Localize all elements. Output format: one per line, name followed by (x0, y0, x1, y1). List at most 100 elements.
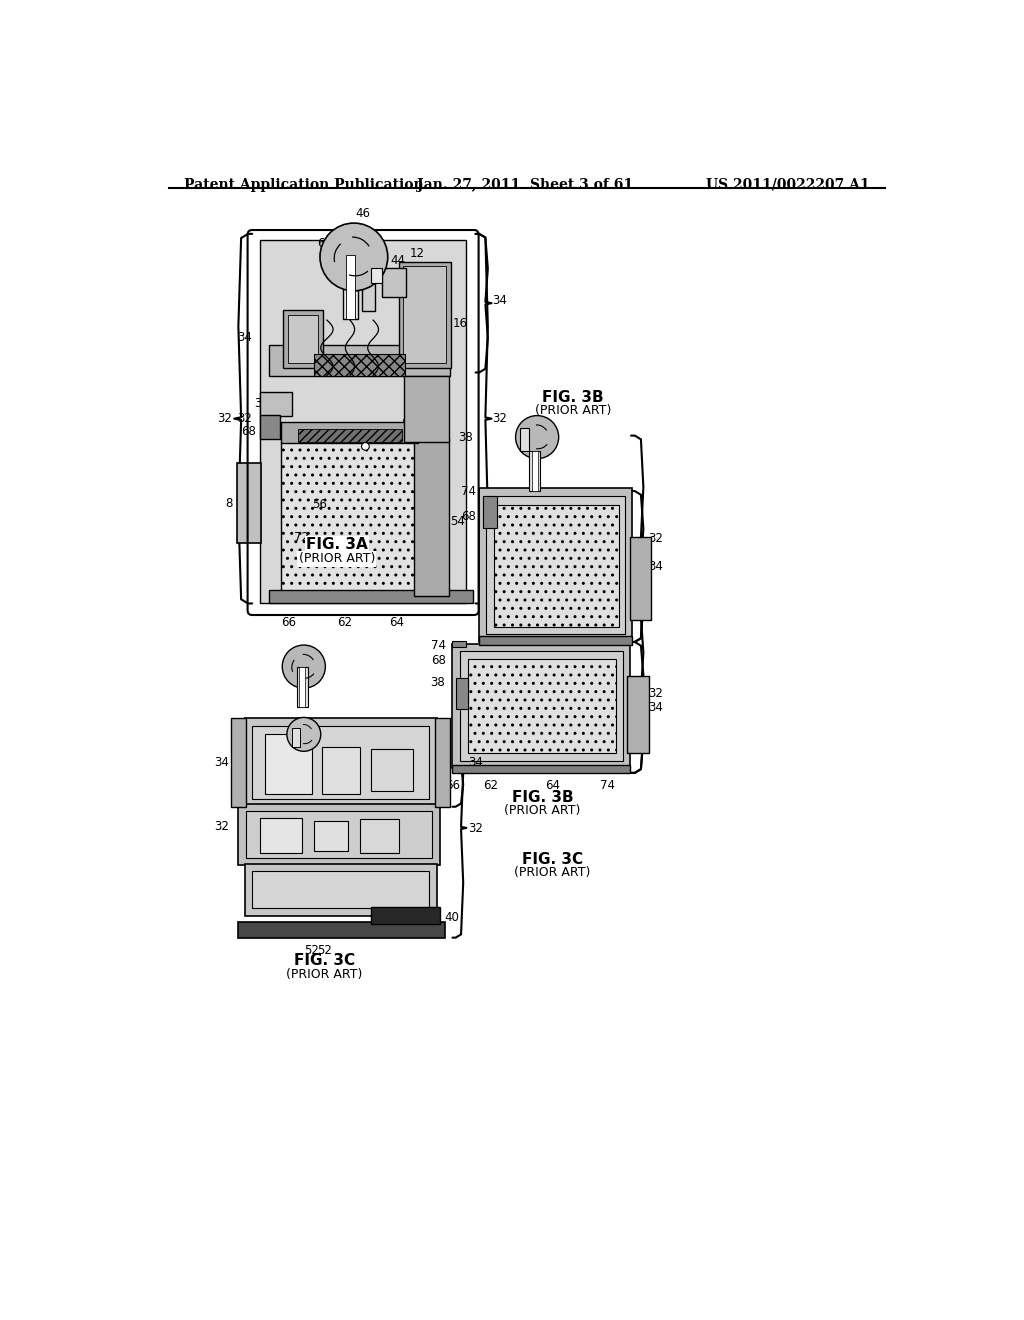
Bar (252, 871, 429, 908)
Text: 32: 32 (648, 532, 663, 545)
Text: (PRIOR ART): (PRIOR ART) (514, 866, 591, 879)
Text: 42: 42 (368, 246, 383, 259)
Text: (PRIOR ART): (PRIOR ART) (299, 552, 375, 565)
Text: FIG. 3B: FIG. 3B (543, 389, 604, 405)
Bar (371, 268, 382, 284)
Text: 34: 34 (648, 701, 663, 714)
Text: 74: 74 (461, 484, 475, 498)
Text: 56: 56 (311, 499, 327, 511)
Bar (371, 907, 440, 924)
Bar (520, 428, 529, 451)
Bar (343, 256, 358, 318)
Bar (299, 667, 305, 706)
Text: Jan. 27, 2011  Sheet 3 of 61: Jan. 27, 2011 Sheet 3 of 61 (417, 178, 633, 191)
Text: 32: 32 (217, 412, 232, 425)
Text: 64: 64 (389, 615, 403, 628)
Text: 62: 62 (483, 779, 499, 792)
Text: 46: 46 (355, 207, 371, 220)
Bar (246, 812, 432, 858)
Bar (297, 667, 307, 706)
Bar (230, 718, 246, 807)
Bar (298, 429, 402, 442)
Bar (346, 256, 355, 318)
Bar (245, 863, 437, 916)
Circle shape (361, 442, 370, 450)
Text: (PRIOR ART): (PRIOR ART) (505, 804, 581, 817)
Bar (453, 644, 630, 768)
Text: 36: 36 (254, 397, 269, 409)
Bar (468, 659, 615, 752)
Text: 68: 68 (242, 425, 256, 438)
Bar (313, 821, 348, 851)
Bar (414, 438, 449, 595)
Circle shape (515, 416, 559, 459)
Text: 34: 34 (214, 756, 229, 770)
Bar (479, 488, 632, 642)
Text: 72: 72 (294, 531, 309, 544)
Bar (453, 642, 466, 647)
Bar (260, 240, 466, 603)
Bar (283, 310, 323, 368)
Text: FIG. 3A: FIG. 3A (306, 537, 368, 553)
Text: 32: 32 (468, 822, 482, 834)
Bar (630, 537, 651, 620)
Text: 38: 38 (430, 676, 444, 689)
Circle shape (283, 645, 326, 688)
Text: 48: 48 (410, 268, 424, 280)
Text: 66: 66 (444, 779, 460, 792)
Text: 66: 66 (281, 615, 296, 628)
Bar (269, 345, 451, 376)
Text: 32: 32 (238, 412, 252, 425)
Bar (483, 495, 497, 528)
Bar (453, 766, 630, 774)
Bar (403, 376, 449, 442)
Text: 68: 68 (461, 510, 475, 523)
Text: Patent Application Publication: Patent Application Publication (184, 178, 424, 191)
Text: 12: 12 (410, 247, 424, 260)
Bar (313, 354, 404, 376)
Text: 38: 38 (459, 430, 473, 444)
Bar (486, 495, 625, 635)
Bar (239, 804, 440, 866)
Bar (239, 923, 444, 937)
Circle shape (319, 223, 388, 290)
Text: 34: 34 (238, 330, 252, 343)
Text: 34: 34 (493, 294, 507, 308)
Bar (237, 462, 261, 544)
Text: 52: 52 (317, 944, 332, 957)
Text: 44: 44 (391, 253, 406, 267)
Text: 74: 74 (431, 639, 446, 652)
Circle shape (287, 718, 321, 751)
Bar (360, 818, 398, 853)
Bar (529, 451, 541, 491)
Text: 32: 32 (648, 686, 663, 700)
Bar (382, 268, 407, 297)
Text: 68: 68 (282, 335, 297, 348)
Bar (531, 451, 538, 491)
Text: FIG. 3C: FIG. 3C (294, 953, 355, 969)
Bar (460, 651, 624, 760)
Text: FIG. 3C: FIG. 3C (522, 851, 583, 867)
Text: US 2011/0022207 A1: US 2011/0022207 A1 (707, 178, 869, 191)
Text: 32: 32 (493, 412, 507, 425)
Text: 64: 64 (545, 779, 560, 792)
Text: 8: 8 (225, 496, 232, 510)
Bar (269, 590, 473, 603)
Bar (288, 314, 318, 363)
Text: 16: 16 (453, 317, 467, 330)
Text: (PRIOR ART): (PRIOR ART) (287, 968, 362, 981)
Bar (371, 748, 413, 792)
Bar (361, 267, 376, 312)
Text: 54: 54 (451, 515, 465, 528)
Text: 32: 32 (214, 820, 229, 833)
Bar (322, 747, 360, 793)
Text: 58: 58 (401, 417, 417, 430)
Bar (398, 261, 451, 368)
Bar (292, 729, 300, 747)
Bar (456, 678, 468, 709)
Bar (435, 718, 451, 807)
Text: (PRIOR ART): (PRIOR ART) (536, 404, 611, 417)
Text: 40: 40 (444, 911, 460, 924)
Text: 34: 34 (648, 560, 663, 573)
Bar (260, 392, 292, 416)
